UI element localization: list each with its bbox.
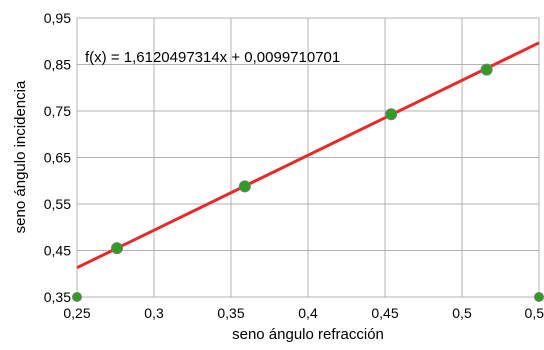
trendline-equation-label: f(x) = 1,6120497314x + 0,0099710701 <box>85 49 340 66</box>
y-tick-label: 0,45 <box>44 243 71 259</box>
plot-area-frame <box>76 17 540 298</box>
y-tick-label: 0,65 <box>44 150 71 166</box>
trendline <box>76 41 540 270</box>
y-tick-label: 0,35 <box>44 289 71 305</box>
x-tick-labels: 0,25 0,3 0,35 0,4 0,45 0,5 0,5 <box>63 305 544 321</box>
y-tick-label: 0,85 <box>44 57 71 73</box>
data-points <box>72 63 544 302</box>
x-tick-label: 0,35 <box>217 305 244 321</box>
y-tick-label: 0,75 <box>44 103 71 119</box>
y-axis-title: seno ángulo incidencia <box>12 80 29 233</box>
data-point <box>480 63 493 76</box>
data-point <box>238 180 251 193</box>
x-tick-label: 0,4 <box>298 305 318 321</box>
y-tick-label: 0,55 <box>44 196 71 212</box>
gridlines <box>77 18 539 297</box>
y-tick-label: 0,95 <box>44 10 71 26</box>
x-tick-label: 0,3 <box>144 305 164 321</box>
y-tick-labels: 0,95 0,85 0,75 0,65 0,55 0,45 0,35 <box>44 10 71 305</box>
x-tick-label: 0,25 <box>63 305 90 321</box>
data-point <box>111 242 124 255</box>
x-tick-label: 0,45 <box>371 305 398 321</box>
x-tick-label: 0,5 <box>525 305 544 321</box>
x-tick-label: 0,5 <box>452 305 472 321</box>
x-axis-title: seno ángulo refracción <box>232 326 384 343</box>
edge-point <box>72 292 82 302</box>
edge-point <box>534 292 544 302</box>
data-point <box>385 108 398 121</box>
